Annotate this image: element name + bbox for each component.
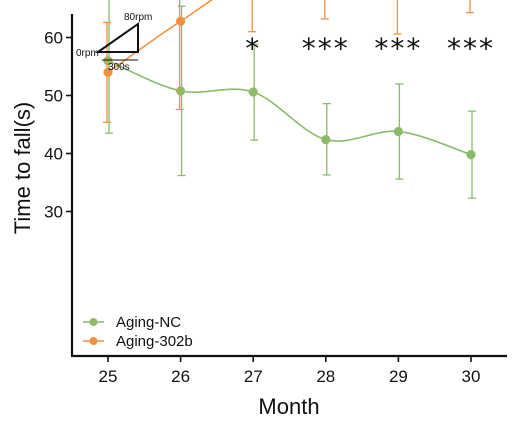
protocol-inset: 80rpm 0rpm 300s — [76, 12, 152, 73]
x-tick-label: 26 — [171, 367, 190, 386]
inset-end-label: 80rpm — [124, 12, 152, 23]
data-point — [103, 56, 113, 66]
legend-label: Aging-NC — [116, 314, 181, 331]
series-line — [107, 0, 213, 73]
series-line — [107, 59, 472, 156]
x-tick-label: 30 — [462, 367, 481, 386]
series-aging-302b — [103, 0, 474, 123]
significance-marker: *** — [447, 32, 495, 65]
legend-swatch-marker — [89, 318, 98, 326]
inset-start-label: 0rpm — [76, 48, 99, 59]
ramp-triangle-icon — [94, 22, 139, 53]
series-layer — [103, 0, 476, 199]
inset-duration-label: 300s — [108, 62, 130, 73]
data-point — [393, 126, 403, 137]
x-tick-label: 29 — [389, 367, 408, 386]
legend: Aging-NC Aging-302b — [83, 314, 193, 350]
data-point — [176, 16, 186, 26]
y-tick-label: 40 — [44, 145, 63, 164]
y-tick-label: 50 — [44, 87, 63, 106]
y-ticks: 304050607080 — [44, 29, 72, 222]
significance-marker: * — [245, 32, 261, 65]
x-ticks: 25 26 27 28 29 30 — [99, 356, 481, 386]
data-point — [176, 86, 186, 96]
y-tick-label: 60 — [44, 29, 63, 48]
y-tick-label: 30 — [44, 203, 63, 222]
data-point — [466, 150, 476, 160]
x-tick-label: 28 — [316, 367, 335, 386]
legend-item-aging-nc: Aging-NC — [83, 314, 181, 331]
significance-marker: *** — [302, 32, 350, 65]
significance-marker: *** — [374, 32, 422, 65]
data-point — [248, 87, 258, 97]
series-aging-nc — [103, 0, 476, 199]
legend-swatch-marker — [89, 337, 98, 345]
significance-layer: * *** *** *** — [245, 32, 495, 65]
x-tick-label: 25 — [99, 367, 118, 386]
y-axis-title: Time to fall(s) — [10, 102, 35, 234]
legend-label: Aging-302b — [116, 333, 193, 350]
data-point — [321, 134, 331, 145]
x-tick-label: 27 — [244, 367, 263, 386]
data-point — [103, 67, 113, 77]
x-axis-title: Month — [258, 394, 319, 419]
legend-item-aging-302b: Aging-302b — [83, 333, 193, 350]
